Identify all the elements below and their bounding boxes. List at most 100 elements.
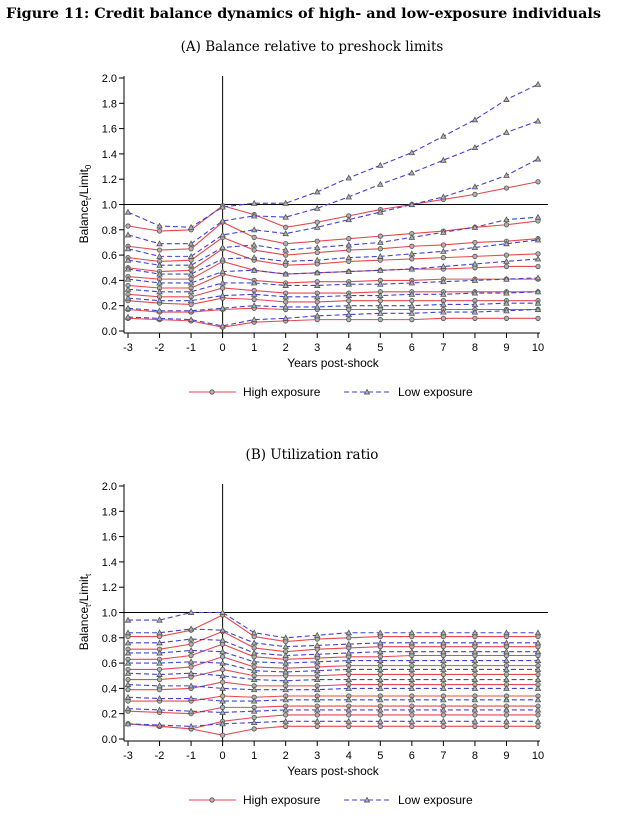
low-exposure-point [503,128,510,135]
low-exposure-point [124,659,132,666]
low-exposure-series-line [127,158,539,257]
low-exposure-point [440,301,447,307]
low-exposure-point [187,695,195,702]
low-exposure-point [282,706,289,713]
low-exposure-point [187,279,195,286]
low-exposure-point [440,717,447,724]
low-exposure-point [408,265,416,272]
high-exposure-point [283,241,289,247]
low-exposure-point [345,629,353,636]
legend-high-marker [209,389,215,395]
low-exposure-point [282,293,289,300]
high-exposure-series-line [127,317,538,328]
low-exposure-point [219,322,226,329]
low-exposure-point [377,266,384,273]
low-exposure-series-line [127,708,538,713]
low-exposure-point [440,156,447,163]
high-exposure-series-line [127,723,538,736]
low-exposure-point [534,639,542,646]
low-exposure-point [534,80,542,87]
high-exposure-point [125,676,131,683]
low-exposure-point [313,641,321,648]
low-exposure-point [471,244,479,250]
high-exposure-point [535,671,541,678]
low-exposure-point [440,308,447,315]
low-exposure-point [377,684,384,691]
high-exposure-point [472,239,478,246]
low-exposure-point [534,117,542,124]
low-exposure-point [219,217,226,224]
low-exposure-point [124,294,132,301]
low-exposure-point [219,709,226,715]
low-exposure-point [471,276,479,283]
low-exposure-point [313,658,321,665]
low-exposure-point [534,717,542,724]
high-exposure-point [314,723,320,729]
low-exposure-point [219,720,226,727]
low-exposure-point [471,696,479,703]
high-exposure-series-line [127,236,539,262]
low-exposure-point [282,314,289,321]
low-exposure-point [187,669,195,676]
x-tick-label: 8 [472,750,478,762]
low-exposure-point [503,706,510,713]
low-exposure-point [219,255,226,262]
x-tick-label: 4 [346,342,352,354]
high-exposure-series-line [128,614,538,643]
y-tick-label: 0.6 [102,658,117,670]
low-exposure-point [156,261,163,268]
high-exposure-point [503,315,510,321]
low-exposure-point [156,649,163,656]
low-exposure-point [313,717,321,724]
low-exposure-point [282,686,289,693]
legend-high-label: High exposure [243,385,321,399]
low-exposure-point [187,682,195,689]
low-exposure-point [124,256,132,263]
x-tick-label: 7 [440,342,446,354]
low-exposure-point [313,631,321,638]
high-exposure-point [346,298,352,304]
low-exposure-point [219,231,226,238]
low-exposure-point [156,616,163,623]
low-exposure-point [156,671,163,677]
x-tick-label: 2 [283,750,289,762]
high-exposure-point [283,723,289,729]
low-exposure-point [408,717,416,724]
high-exposure-point [156,676,163,683]
low-exposure-series-line [127,308,539,327]
low-exposure-point [313,204,321,211]
low-exposure-point [187,288,195,295]
low-exposure-point [156,279,163,286]
y-axis-title-sub2: 0 [84,164,93,169]
low-exposure-point [408,676,416,683]
low-exposure-point [534,299,542,306]
low-exposure-point [534,684,542,691]
low-exposure-point [377,676,384,683]
low-exposure-point [440,228,447,235]
low-exposure-point [440,676,447,683]
low-exposure-point [124,616,132,623]
x-tick-label: -3 [123,342,133,354]
high-exposure-point [503,263,510,270]
low-exposure-point [503,639,510,646]
low-exposure-point [219,648,226,655]
x-tick-label: 9 [503,342,509,354]
low-exposure-point [313,256,321,263]
low-exposure-point [124,705,132,712]
low-exposure-point [534,255,542,262]
low-exposure-point [471,301,479,307]
high-exposure-point [377,317,383,323]
low-exposure-series-line [128,611,538,639]
low-exposure-series-line [127,216,539,266]
low-exposure-point [124,304,132,311]
y-axis-title-tail: /Limit [77,168,91,197]
low-exposure-point [156,682,163,689]
low-exposure-point [440,696,447,703]
y-tick-label: 1.2 [102,174,117,186]
low-exposure-point [187,635,195,642]
low-exposure-point [503,307,510,314]
low-exposure-point [534,696,542,703]
low-exposure-point [219,684,226,691]
low-exposure-point [313,706,321,713]
low-exposure-series-line [127,302,538,312]
